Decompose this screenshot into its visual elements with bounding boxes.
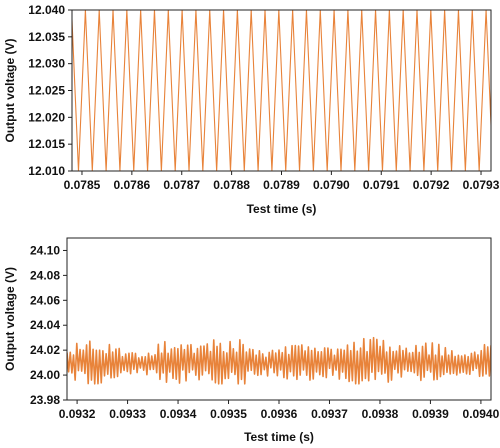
y-tick-label: 12.030 — [28, 57, 65, 71]
y-tick-label: 12.025 — [28, 84, 65, 98]
x-tick-label: 0.0793 — [463, 178, 500, 192]
x-tick-label: 0.0785 — [64, 178, 101, 192]
y-tick-label: 12.020 — [28, 110, 65, 124]
chart-top: 0.0785 0.0786 0.0787 0.0788 0.0789 0.0790 0.07… — [3, 3, 500, 216]
y-axis-title: Output voltage (V) — [3, 39, 17, 143]
x-tick-label: 0.0788 — [213, 178, 250, 192]
y-tick-label: 12.010 — [28, 164, 65, 178]
y-tick-label: 24.02 — [30, 343, 60, 357]
x-tick-label: 0.0792 — [413, 178, 450, 192]
x-tick-label: 0.0937 — [311, 407, 348, 421]
y-tick-label: 12.015 — [28, 137, 65, 151]
x-tick-label: 0.0934 — [160, 407, 197, 421]
x-tick-label: 0.0933 — [109, 407, 146, 421]
x-tick-label: 0.0935 — [210, 407, 247, 421]
x-axis-title: Test time (s) — [247, 202, 317, 216]
x-tick-label: 0.0936 — [261, 407, 298, 421]
y-tick-label: 24.04 — [30, 318, 60, 332]
y-tick-label: 24.10 — [30, 243, 60, 257]
y-tick-label: 23.98 — [30, 393, 60, 407]
x-tick-label: 0.0789 — [263, 178, 300, 192]
y-tick-label: 24.08 — [30, 268, 60, 282]
plot-frame — [66, 237, 492, 401]
y-tick-label: 12.040 — [28, 3, 65, 17]
y-axis-title: Output voltage (V) — [3, 267, 17, 371]
y-tick-label: 24.06 — [30, 293, 60, 307]
y-tick-label: 12.035 — [28, 30, 65, 44]
voltage-series-line — [67, 336, 491, 385]
x-tick-label: 0.0787 — [163, 178, 200, 192]
x-axis-title: Test time (s) — [244, 430, 314, 444]
x-tick-label: 0.0939 — [412, 407, 449, 421]
x-tick-label: 0.0791 — [363, 178, 400, 192]
x-tick-label: 0.0932 — [59, 407, 96, 421]
y-tick-label: 24.00 — [30, 368, 60, 382]
x-tick-label: 0.0786 — [114, 178, 151, 192]
voltage-series-line — [72, 10, 491, 171]
x-tick-label: 0.0940 — [463, 407, 500, 421]
x-tick-label: 0.0790 — [313, 178, 350, 192]
chart-bottom: 0.0932 0.0933 0.0934 0.0935 0.0936 0.0937 0.09… — [3, 237, 500, 444]
x-tick-label: 0.0938 — [362, 407, 399, 421]
